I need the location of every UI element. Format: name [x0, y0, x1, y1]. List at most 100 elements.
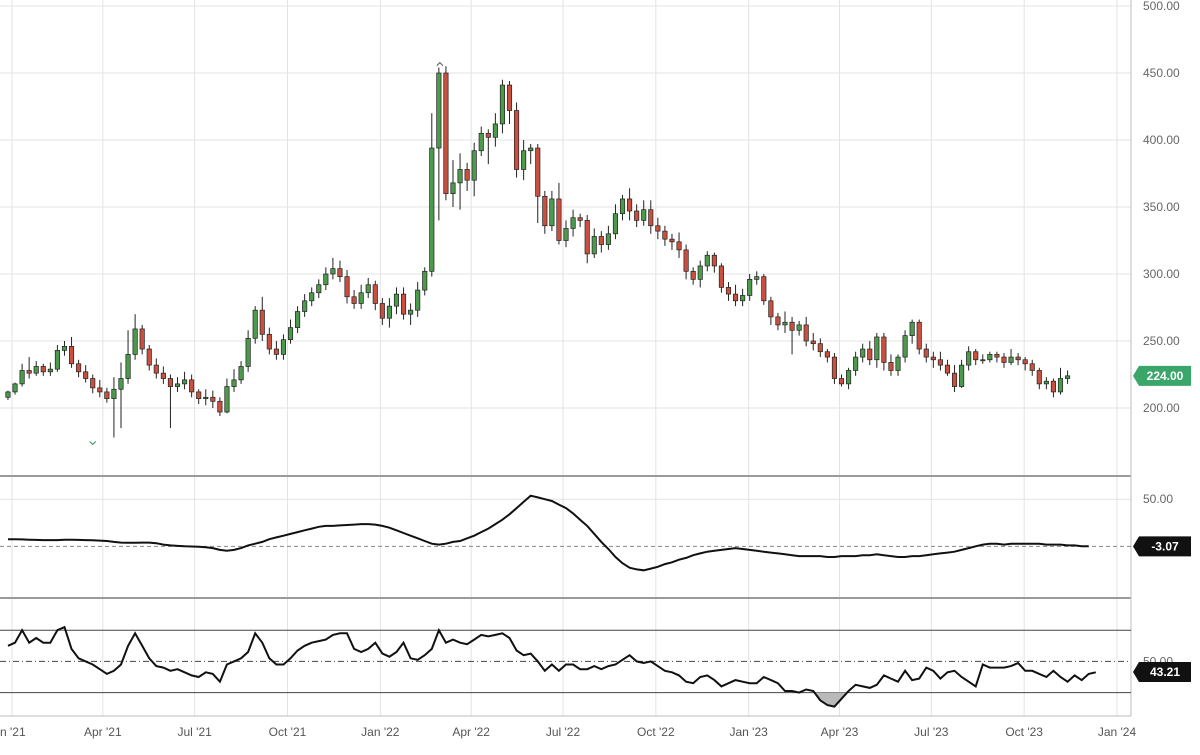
- candle[interactable]: [1008, 349, 1014, 366]
- candle[interactable]: [711, 252, 717, 273]
- candle[interactable]: [796, 320, 802, 336]
- candle[interactable]: [316, 279, 322, 299]
- candle[interactable]: [174, 377, 181, 392]
- candle[interactable]: [556, 182, 562, 245]
- candle[interactable]: [266, 327, 272, 355]
- candle[interactable]: [542, 190, 548, 234]
- candle[interactable]: [358, 284, 364, 309]
- candle[interactable]: [521, 140, 527, 181]
- candle[interactable]: [831, 353, 837, 384]
- candle[interactable]: [1029, 359, 1035, 376]
- candle[interactable]: [104, 387, 110, 403]
- candle[interactable]: [323, 267, 329, 291]
- candle[interactable]: [393, 287, 400, 315]
- candle[interactable]: [690, 267, 696, 285]
- candle[interactable]: [1036, 367, 1042, 390]
- candle[interactable]: [210, 390, 216, 408]
- candle[interactable]: [280, 334, 287, 360]
- candle[interactable]: [415, 282, 421, 317]
- candle[interactable]: [619, 194, 626, 221]
- candle[interactable]: [295, 306, 301, 333]
- candle[interactable]: [874, 332, 880, 368]
- candle[interactable]: [641, 200, 647, 226]
- candle[interactable]: [203, 389, 209, 406]
- candle[interactable]: [372, 280, 378, 311]
- candle[interactable]: [944, 359, 951, 376]
- candle[interactable]: [330, 257, 336, 280]
- candle[interactable]: [273, 341, 279, 360]
- candle[interactable]: [111, 377, 117, 438]
- candle[interactable]: [761, 274, 767, 305]
- candle[interactable]: [160, 366, 166, 384]
- candle[interactable]: [754, 271, 760, 285]
- candle[interactable]: [718, 263, 724, 293]
- candle[interactable]: [881, 332, 887, 371]
- candle[interactable]: [598, 231, 604, 253]
- candle[interactable]: [47, 362, 53, 376]
- candle[interactable]: [846, 367, 852, 390]
- candle[interactable]: [888, 354, 894, 376]
- candle[interactable]: [464, 162, 470, 191]
- candle[interactable]: [973, 349, 979, 366]
- candle[interactable]: [570, 209, 576, 237]
- rsi-line[interactable]: [7, 625, 1097, 708]
- candle[interactable]: [895, 354, 901, 376]
- candle[interactable]: [54, 345, 60, 372]
- candle[interactable]: [146, 345, 152, 371]
- candle[interactable]: [669, 233, 675, 250]
- candle[interactable]: [725, 282, 732, 301]
- candle[interactable]: [499, 79, 505, 134]
- candle[interactable]: [506, 81, 513, 124]
- candle[interactable]: [838, 374, 845, 387]
- candle[interactable]: [909, 319, 915, 344]
- candle[interactable]: [196, 389, 202, 404]
- candle[interactable]: [1057, 367, 1064, 395]
- candle[interactable]: [76, 359, 82, 378]
- candle[interactable]: [817, 338, 823, 358]
- candle[interactable]: [492, 113, 498, 147]
- candle[interactable]: [26, 357, 32, 379]
- candle[interactable]: [1065, 370, 1071, 384]
- candle[interactable]: [259, 296, 265, 341]
- candle[interactable]: [471, 142, 477, 197]
- candle[interactable]: [68, 336, 75, 368]
- candle[interactable]: [139, 324, 145, 355]
- candle[interactable]: [704, 251, 710, 272]
- candle[interactable]: [90, 374, 96, 394]
- candle[interactable]: [740, 288, 746, 307]
- candle[interactable]: [5, 390, 11, 400]
- candle[interactable]: [563, 220, 569, 248]
- candle[interactable]: [951, 365, 958, 392]
- candle[interactable]: [231, 369, 237, 392]
- candle[interactable]: [132, 314, 138, 360]
- candle[interactable]: [1015, 353, 1021, 366]
- candle[interactable]: [732, 284, 739, 307]
- oscillator-panel[interactable]: [0, 494, 1131, 572]
- candle[interactable]: [365, 278, 371, 299]
- candle[interactable]: [930, 351, 936, 368]
- candle[interactable]: [182, 371, 188, 390]
- price-panel[interactable]: [5, 61, 1071, 446]
- candle[interactable]: [937, 351, 943, 371]
- candle[interactable]: [422, 267, 428, 296]
- candle[interactable]: [337, 260, 343, 283]
- candle[interactable]: [1043, 377, 1049, 390]
- candle[interactable]: [775, 312, 781, 331]
- candle[interactable]: [683, 244, 689, 280]
- candle[interactable]: [97, 379, 103, 398]
- candle[interactable]: [1050, 378, 1056, 398]
- candle[interactable]: [662, 225, 668, 246]
- candle[interactable]: [309, 287, 315, 307]
- candle[interactable]: [457, 153, 463, 210]
- candle[interactable]: [287, 319, 294, 344]
- candle[interactable]: [400, 287, 407, 320]
- candle[interactable]: [217, 397, 223, 417]
- candle[interactable]: [344, 269, 350, 304]
- candle[interactable]: [125, 330, 131, 384]
- candle[interactable]: [379, 298, 385, 325]
- candle[interactable]: [902, 330, 908, 363]
- candle[interactable]: [514, 102, 520, 178]
- candle[interactable]: [655, 217, 661, 240]
- candle[interactable]: [238, 361, 244, 384]
- candle[interactable]: [118, 362, 124, 429]
